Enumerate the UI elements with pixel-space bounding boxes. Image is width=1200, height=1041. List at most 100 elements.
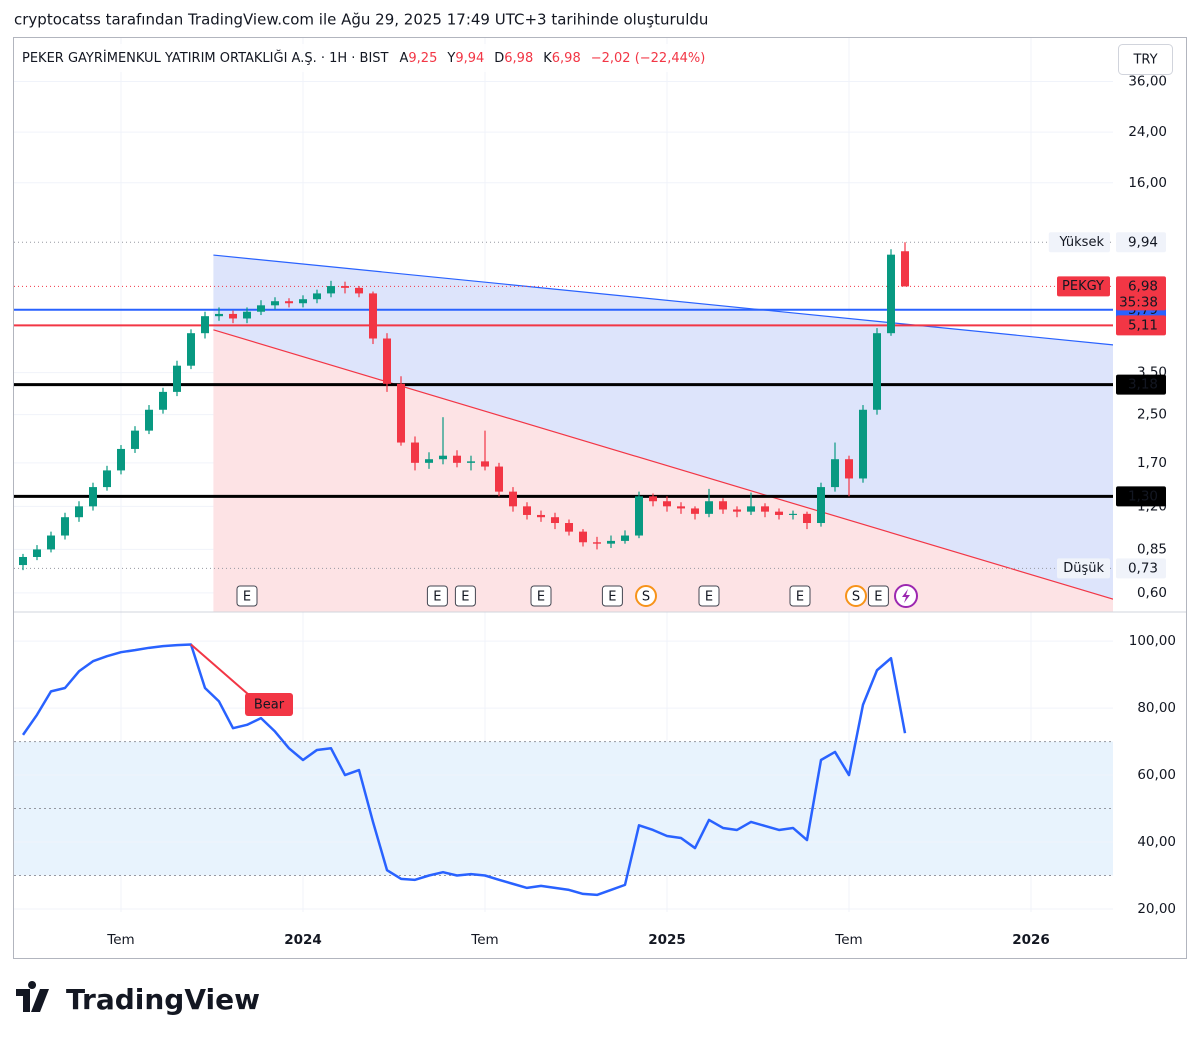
candle-body [425,459,433,463]
candle-body [89,487,97,507]
candle-body [635,496,643,536]
candle-body [845,459,853,479]
last-box [1116,276,1166,311]
candle-body [159,391,167,410]
candle-body [145,409,153,431]
hline-label-value: 5,11 [1128,317,1158,333]
legend-change: −2,02 (−22,44%) [591,51,706,66]
candle-body [551,517,559,524]
candle-body [537,514,545,518]
candle-body [271,301,279,306]
legend-bg [16,44,776,72]
candle-body [33,549,41,557]
annotation-line [190,643,250,696]
candle-body [187,333,195,366]
candle-body [579,531,587,543]
legend: PEKER GAYRİMENKUL YATIRIM ORTAKLIĞI A.Ş.… [16,44,776,72]
candle-body [299,299,307,304]
legend-key: D [494,51,504,66]
x-tick-label: Tem [106,932,134,948]
marker-tag [1057,276,1110,297]
event-badge [236,585,258,607]
event-label: E [461,590,469,605]
rsi-pane [14,612,1113,912]
last-value: 6,98 [1128,278,1158,294]
rsi-tick-label: 60,00 [1137,767,1176,783]
candle-body [383,338,391,384]
rsi-tick-label: 100,00 [1129,633,1176,649]
y-tick-label: 0,85 [1137,541,1167,557]
header-text: cryptocatss tarafından TradingView.com i… [14,11,708,29]
candle-body [593,542,601,544]
candle-body [117,448,125,471]
y-tick-label: 2,50 [1137,407,1167,423]
marker-name: Yüksek [1058,235,1104,250]
channel-fill [213,329,1113,612]
hline-label-box [1116,486,1166,507]
trendline [213,329,1113,600]
candle-body [257,305,265,312]
y-tick-label: 24,00 [1128,124,1167,140]
candle-body [607,540,615,544]
candle-body [229,313,237,319]
candle-body [75,506,83,518]
marker-name: Düşük [1063,561,1104,576]
high-value: 9,94 [1128,234,1158,250]
candle-body [327,286,335,294]
candle-body [761,506,769,512]
legend-value: 6,98 [504,51,533,66]
channel-fill [213,255,1113,600]
candle-body [565,523,573,532]
candle-body [901,251,909,287]
legend-key: Y [446,51,455,66]
candle-body [817,487,825,524]
candle-body [775,511,783,515]
currency-label: TRY [1132,53,1157,68]
candle-body [285,301,293,304]
event-badge [601,585,623,607]
event-label: E [874,590,882,605]
marker-tag [1048,232,1110,253]
event-badge [867,585,889,607]
candle-body [887,254,895,334]
candle-body [831,459,839,488]
currency-button[interactable] [1118,44,1173,75]
candle-body [411,442,419,463]
candle-body [173,365,181,392]
candle-body [495,466,503,492]
x-tick-label: Tem [470,932,498,948]
candle-body [649,496,657,502]
rsi-tick-label: 40,00 [1137,834,1176,850]
legend-value: 6,98 [552,51,581,66]
event-badge [426,585,448,607]
candle-body [803,513,811,524]
annotation-box [245,693,293,716]
rsi-tick-label: 80,00 [1137,700,1176,716]
candle-body [621,535,629,541]
candle-body [747,506,755,512]
candle-body [369,293,377,339]
y-tick-label: 0,60 [1137,585,1167,601]
legend-key: A [400,51,409,66]
candle-body [439,455,447,460]
candle-body [691,508,699,514]
event-label: S [852,590,860,605]
candle-body [677,506,685,509]
event-badge [789,585,811,607]
candle-body [201,316,209,334]
candle-body [733,509,741,512]
logo-icon [16,981,49,1012]
icon-bolt [902,589,910,603]
candle-body [355,287,363,294]
candle-body [47,535,55,550]
legend-value: 9,94 [455,51,484,66]
rsi-line [21,643,907,897]
legend-key: K [543,51,552,66]
legend-text: PEKER GAYRİMENKUL YATIRIM ORTAKLIĞI A.Ş.… [22,50,705,66]
hline-label-value: 1,30 [1128,488,1158,504]
event-label: E [537,590,545,605]
legend-value: 9,25 [408,51,437,66]
event-label: E [243,590,251,605]
